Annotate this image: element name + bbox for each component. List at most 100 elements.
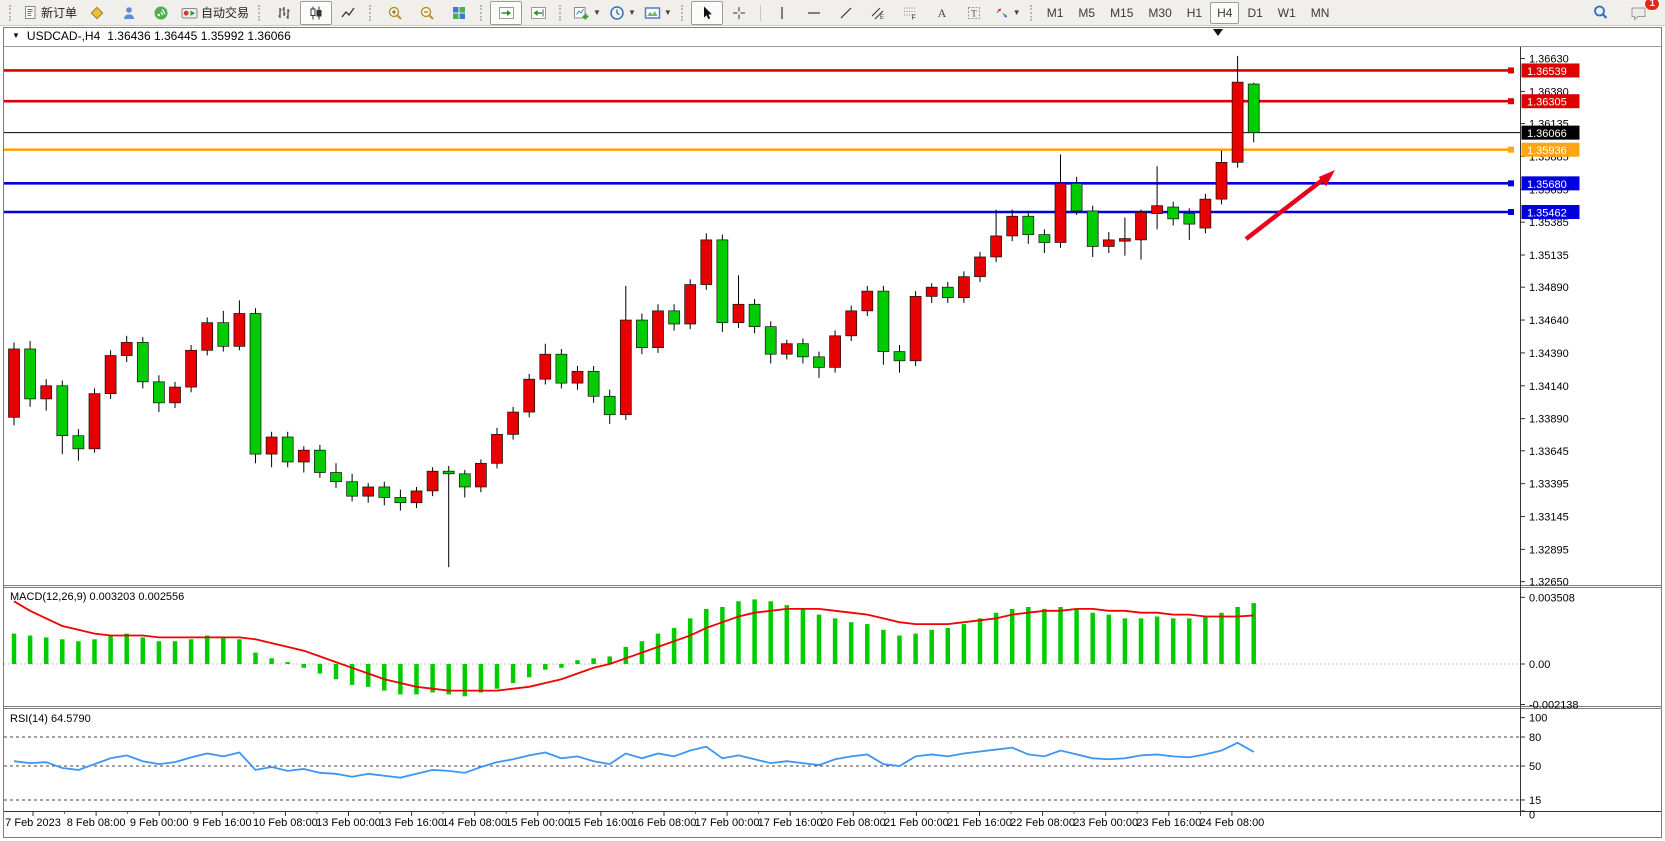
- date-tick-label: 23 Feb 00:00: [1073, 817, 1138, 829]
- metaeditor-button[interactable]: [81, 1, 113, 25]
- text-label-tool-button[interactable]: T: [958, 1, 990, 25]
- candle: [684, 279, 697, 330]
- gold-diamond-icon: [90, 6, 104, 19]
- bar-chart-mode-button[interactable]: [268, 1, 300, 25]
- date-tick-label: 17 Feb 16:00: [758, 817, 823, 829]
- candle: [1247, 82, 1260, 143]
- timeframe-button-h1[interactable]: H1: [1186, 5, 1203, 20]
- candle: [1151, 166, 1163, 230]
- timeframe-button-w1[interactable]: W1: [1277, 5, 1296, 20]
- text-tool-button[interactable]: A: [926, 1, 958, 25]
- candle: [1086, 205, 1099, 257]
- equidistant-channel-tool-button[interactable]: E: [862, 1, 894, 25]
- candle: [845, 305, 858, 342]
- date-tick-label: 9 Feb 00:00: [130, 817, 189, 829]
- date-tick-label: 21 Feb 16:00: [947, 817, 1012, 829]
- price-tick-label: 1.34890: [1529, 282, 1569, 294]
- timeframe-button-mn[interactable]: MN: [1310, 5, 1330, 20]
- candle: [539, 343, 552, 385]
- vertical-line-tool-button[interactable]: [766, 1, 798, 25]
- new-order-button[interactable]: 新订单: [19, 1, 81, 25]
- trend-arrow-annotation[interactable]: [1244, 170, 1335, 241]
- line-chart-mode-button[interactable]: [332, 1, 364, 25]
- tile-windows-icon: [453, 6, 466, 19]
- candle: [1231, 55, 1244, 168]
- fibonacci-tool-button[interactable]: F: [894, 1, 926, 25]
- rsi-tick-label: 100: [1529, 713, 1547, 725]
- zoom-out-button[interactable]: [411, 1, 443, 25]
- level-price-label: 1.35462: [1521, 205, 1580, 220]
- tile-windows-button[interactable]: [443, 1, 475, 25]
- candle: [636, 313, 648, 355]
- rsi-line: [13, 741, 1255, 779]
- svg-text:T: T: [971, 8, 977, 18]
- candle: [1119, 217, 1131, 256]
- rsi-indicator-label: RSI(14) 64.5790: [10, 713, 91, 725]
- signals-button[interactable]: [145, 1, 177, 25]
- candlestick-icon: [310, 6, 322, 19]
- level-price-label: 1.36305: [1521, 94, 1580, 109]
- candle: [1102, 231, 1115, 254]
- chart-shift-button[interactable]: [522, 1, 554, 25]
- candlestick-mode-button[interactable]: [300, 0, 333, 25]
- svg-text:1.36066: 1.36066: [1527, 128, 1567, 140]
- search-button[interactable]: [1585, 1, 1617, 25]
- chat-button[interactable]: 1: [1623, 0, 1660, 25]
- timeframe-button-h4[interactable]: H4: [1210, 1, 1240, 24]
- signal-icon: [154, 6, 168, 19]
- trendline-tool-button[interactable]: [830, 1, 862, 25]
- price-tick-label: 1.34390: [1529, 348, 1569, 360]
- toolbar-gripper[interactable]: [680, 4, 686, 21]
- community-button[interactable]: [113, 1, 145, 25]
- price-tick-label: 1.32895: [1529, 544, 1569, 556]
- candle: [40, 379, 53, 411]
- timeframe-button-m30[interactable]: M30: [1148, 5, 1172, 20]
- toolbar-gripper[interactable]: [9, 4, 14, 21]
- line-chart-icon: [341, 7, 355, 17]
- timeframe-button-m1[interactable]: M1: [1046, 5, 1064, 20]
- toolbar-gripper[interactable]: [1029, 4, 1035, 21]
- toolbar-gripper[interactable]: [559, 4, 564, 21]
- price-tick-label: 1.33145: [1529, 512, 1569, 524]
- periods-button[interactable]: ▼: [605, 1, 640, 25]
- channel-icon: E: [871, 7, 884, 21]
- candle: [1167, 201, 1180, 226]
- date-tick-label: 15 Feb 00:00: [505, 817, 570, 829]
- chevron-down-icon: ▼: [1012, 7, 1021, 17]
- candle: [732, 275, 745, 328]
- toolbar-gripper[interactable]: [369, 4, 374, 21]
- chevron-down-icon: ▼: [627, 7, 636, 17]
- new-chart-icon: [574, 6, 589, 19]
- candle: [410, 486, 423, 508]
- toolbar-gripper[interactable]: [258, 4, 263, 21]
- current-price-label: 1.36066: [1521, 125, 1580, 140]
- main-toolbar: 新订单 自动交易: [0, 0, 1665, 26]
- toolbar-gripper[interactable]: [480, 4, 485, 21]
- candle: [1054, 154, 1067, 248]
- horizontal-line-tool-button[interactable]: [798, 1, 830, 25]
- new-chart-button[interactable]: ▼: [569, 1, 605, 25]
- arrows-icon: [996, 8, 1007, 17]
- horizontal-line-icon: [807, 11, 820, 14]
- zoom-in-button[interactable]: [379, 1, 411, 25]
- crosshair-tool-button[interactable]: [723, 1, 755, 25]
- zoom-in-icon: [388, 6, 402, 20]
- templates-button[interactable]: ▼: [640, 1, 676, 25]
- cursor-tool-button[interactable]: [690, 0, 723, 25]
- search-icon: [1594, 5, 1608, 19]
- timeframe-button-m5[interactable]: M5: [1078, 5, 1096, 20]
- template-icon: [644, 6, 661, 19]
- auto-scroll-button[interactable]: [490, 0, 523, 25]
- timeframe-button-d1[interactable]: D1: [1247, 5, 1263, 20]
- macd-tick-label: -0.002138: [1529, 700, 1579, 712]
- vertical-line-icon: [781, 6, 783, 19]
- chart-shift-marker[interactable]: [1213, 29, 1223, 36]
- auto-trading-label: 自动交易: [201, 6, 250, 20]
- arrows-tool-button[interactable]: ▼: [990, 1, 1025, 25]
- candle: [797, 338, 809, 364]
- timeframe-button-m15[interactable]: M15: [1110, 5, 1134, 20]
- auto-trading-button[interactable]: 自动交易: [177, 1, 253, 25]
- price-tick-label: 1.35385: [1529, 217, 1569, 229]
- svg-text:E: E: [880, 15, 884, 21]
